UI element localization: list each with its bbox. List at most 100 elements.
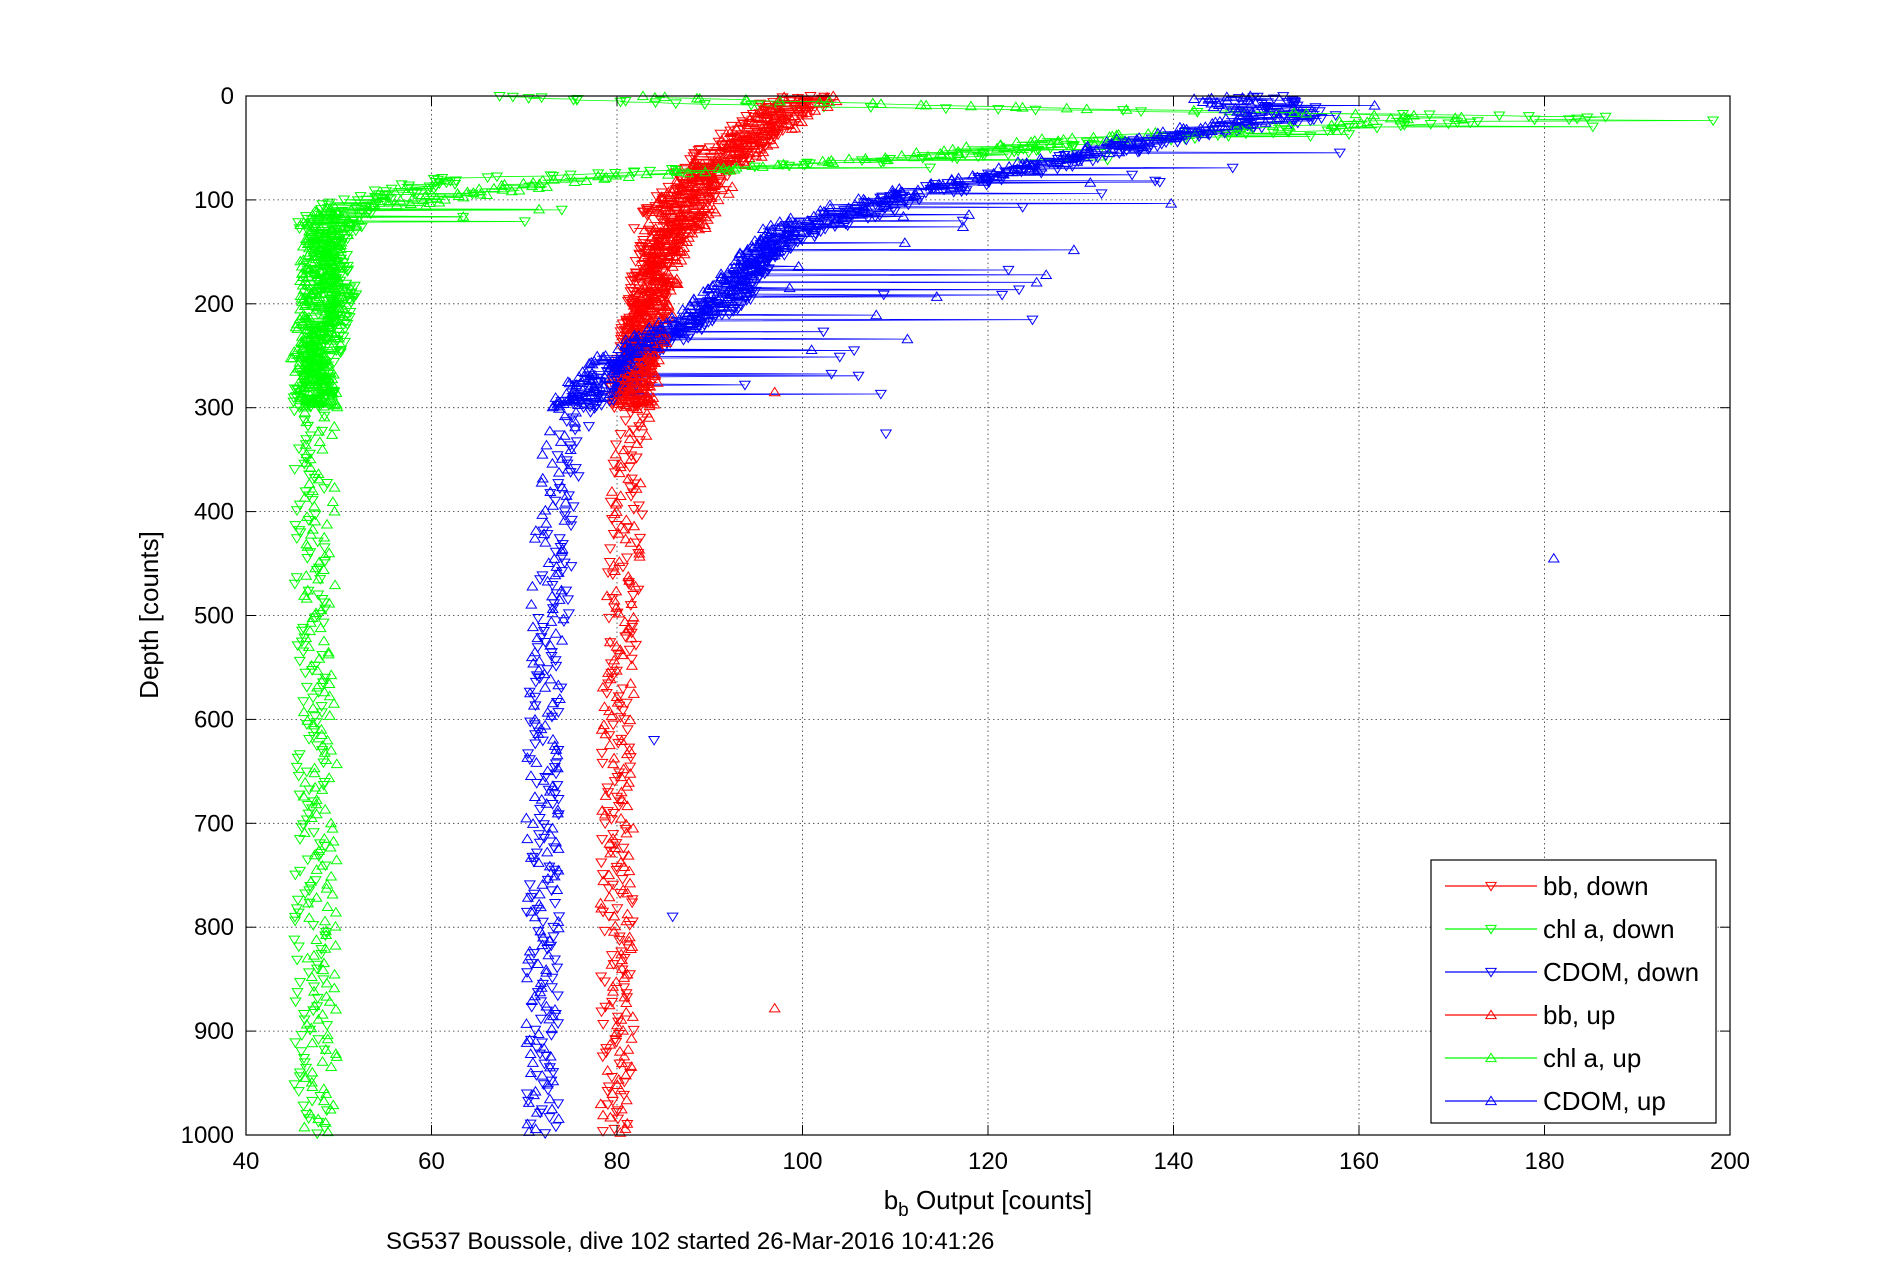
data-point — [735, 124, 749, 135]
data-point — [648, 370, 662, 381]
data-point — [316, 381, 329, 392]
legend-item: bb, up — [1445, 1000, 1615, 1030]
data-point — [733, 259, 746, 270]
data-point — [301, 584, 314, 595]
data-point — [300, 416, 313, 427]
outlier-point — [647, 736, 661, 746]
data-point — [773, 95, 787, 106]
y-tick-label: 1000 — [181, 1122, 234, 1149]
data-point — [1361, 116, 1374, 127]
data-point — [976, 146, 989, 157]
data-point — [930, 291, 943, 301]
data-point — [540, 1000, 553, 1011]
data-point — [316, 784, 329, 794]
data-point — [621, 887, 634, 898]
data-point — [526, 818, 540, 828]
data-point — [543, 1061, 557, 1072]
data-point — [323, 202, 337, 213]
data-point — [1133, 132, 1146, 142]
data-point — [995, 290, 1009, 301]
data-point — [610, 1027, 623, 1038]
data-point — [1051, 164, 1064, 175]
data-point — [608, 654, 621, 665]
data-point — [548, 763, 561, 773]
data-point — [1562, 115, 1576, 126]
data-point — [520, 968, 534, 978]
data-point — [620, 993, 634, 1004]
data-point — [625, 451, 638, 462]
data-point — [614, 713, 627, 724]
data-point — [309, 876, 322, 887]
data-point — [1211, 131, 1225, 141]
data-point — [600, 590, 614, 601]
data-point — [1134, 107, 1148, 118]
data-point — [298, 590, 311, 600]
data-point — [793, 219, 806, 230]
data-point — [624, 677, 637, 688]
data-point — [655, 207, 668, 218]
data-point — [620, 915, 633, 926]
data-point — [544, 828, 557, 839]
data-point — [310, 934, 323, 945]
data-point — [987, 167, 1000, 178]
data-point — [979, 170, 993, 181]
data-point — [316, 200, 329, 210]
data-point — [722, 187, 735, 198]
data-point — [677, 211, 690, 222]
data-point — [299, 438, 312, 449]
data-point — [660, 337, 673, 347]
data-point — [748, 235, 762, 245]
data-point — [1223, 105, 1236, 116]
data-point — [924, 179, 937, 190]
data-point — [299, 359, 312, 369]
data-point — [852, 371, 865, 382]
data-point — [313, 839, 327, 850]
data-point — [529, 677, 542, 688]
data-point — [624, 767, 637, 778]
legend-swatch-marker — [1484, 924, 1498, 935]
data-point — [635, 375, 649, 385]
data-point — [305, 287, 318, 298]
data-point — [879, 152, 892, 162]
data-point — [551, 749, 564, 760]
data-point — [336, 223, 349, 233]
data-point — [600, 171, 613, 182]
data-point — [290, 318, 304, 329]
data-point — [319, 1044, 332, 1054]
data-point — [622, 1043, 635, 1054]
data-point — [595, 748, 608, 759]
data-point — [1053, 154, 1066, 164]
data-point — [610, 862, 623, 873]
data-point — [1113, 149, 1126, 159]
data-point — [293, 376, 306, 387]
data-point — [705, 192, 718, 203]
data-point — [676, 322, 689, 333]
data-point — [481, 173, 494, 184]
data-point — [1280, 105, 1293, 116]
data-point — [607, 559, 620, 570]
data-point — [944, 182, 957, 192]
data-point — [316, 746, 329, 756]
data-point — [659, 201, 672, 212]
data-point — [640, 429, 653, 440]
data-point — [817, 327, 830, 338]
data-point — [686, 172, 699, 183]
data-point — [317, 400, 331, 411]
data-point — [678, 248, 691, 259]
data-point — [292, 218, 305, 229]
data-point — [725, 121, 739, 132]
data-point — [820, 208, 833, 218]
data-point — [622, 578, 635, 588]
data-point — [663, 205, 676, 216]
data-point — [611, 1114, 625, 1125]
data-point — [295, 1031, 308, 1041]
data-point — [1003, 160, 1016, 171]
data-point — [522, 1097, 535, 1107]
data-point — [304, 875, 318, 886]
data-point — [1226, 163, 1239, 174]
data-point — [766, 250, 779, 261]
data-point — [649, 339, 662, 349]
data-point — [545, 590, 559, 601]
data-point — [668, 201, 681, 211]
data-point — [684, 318, 697, 328]
